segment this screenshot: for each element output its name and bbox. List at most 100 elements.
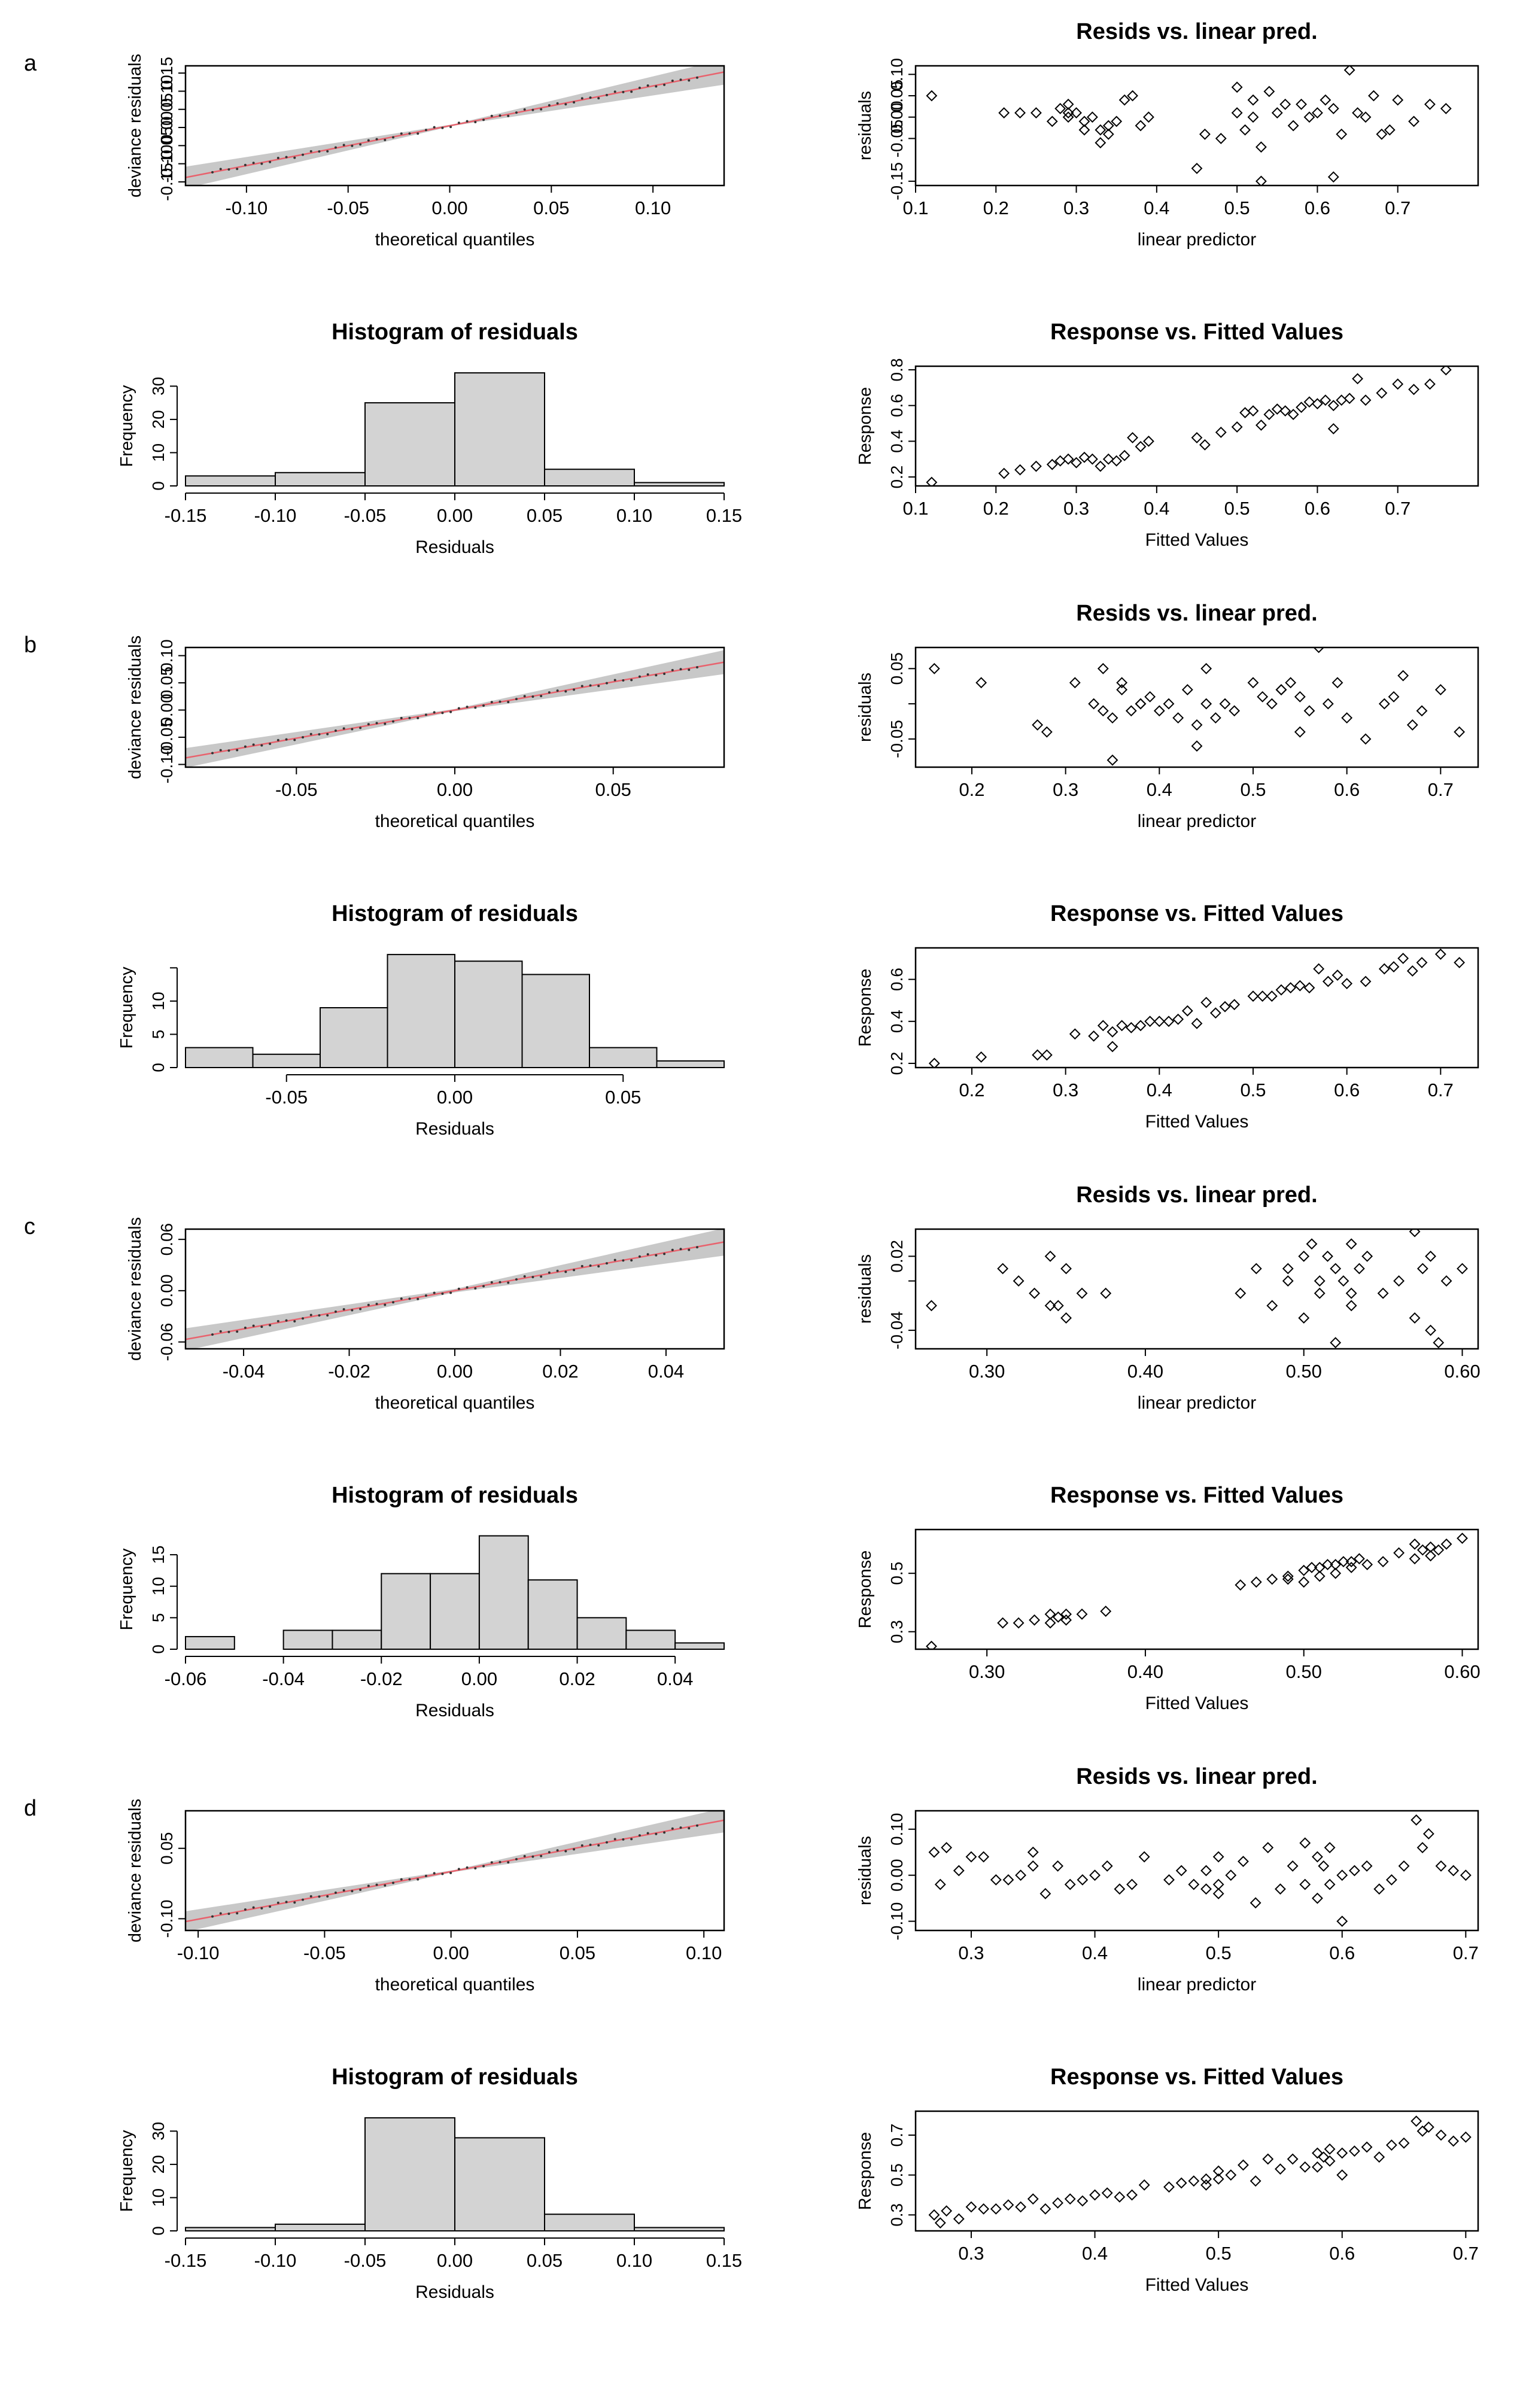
a-resid-point <box>1440 103 1452 114</box>
a-qq-qq-point <box>605 93 608 96</box>
b-resid-point <box>1406 719 1418 731</box>
a-qq-qq-point <box>269 160 272 163</box>
b-resid-point <box>1397 670 1409 682</box>
c-qq-qq-point <box>548 1271 551 1274</box>
d-fit-point <box>941 2205 953 2217</box>
c-qq-qq-point <box>441 1292 444 1295</box>
d-qq-data <box>186 1811 724 1930</box>
c-qq-qq-point <box>392 1301 395 1304</box>
d-resid-point <box>1460 1869 1472 1881</box>
b-hist-bar <box>589 1047 658 1068</box>
c-qq-qq-point <box>252 1324 255 1327</box>
b-qq-y-tick-label: 0.05 <box>157 667 176 700</box>
c-resid-point <box>1044 1300 1056 1312</box>
d-resid-point <box>1138 1851 1150 1863</box>
d-fit-point <box>1077 2195 1089 2207</box>
b-hist-plot: Histogram of residuals -0.05 0.00 0.05 Resid… <box>117 901 725 1139</box>
c-hist-y-tick-label: 5 <box>149 1613 168 1623</box>
b-resid-point <box>1275 684 1287 696</box>
c-resid-x-tick-label: 0.30 <box>969 1361 1005 1382</box>
a-qq-qq-point <box>367 139 370 142</box>
d-qq-qq-point <box>548 1851 551 1854</box>
b-qq-qq-point <box>523 695 526 698</box>
a-qq-qq-point <box>351 144 354 147</box>
a-fit-point <box>1078 451 1090 463</box>
a-qq-y-tick-label: -0.10 <box>157 145 176 183</box>
a-qq-qq-point <box>622 90 625 93</box>
b-qq-qq-point <box>556 689 559 692</box>
a-qq-qq-point <box>655 85 658 88</box>
b-fit-point <box>1229 999 1241 1011</box>
b-resid-point <box>1181 684 1193 696</box>
d-resid-point <box>953 1865 965 1877</box>
d-qq-qq-point <box>474 1867 477 1870</box>
b-fit-point <box>1106 1041 1118 1053</box>
d-resid-plot: Resids vs. linear pred. 0.3 0.4 0.5 0.6 0.7 li… <box>856 1764 1479 1994</box>
c-qq-x-label: theoretical quantiles <box>375 1393 535 1413</box>
b-qq-qq-point <box>540 695 543 698</box>
a-qq-y-tick-label: 0.10 <box>157 75 176 108</box>
c-fit-point <box>1013 1617 1025 1629</box>
a-resid-frame <box>914 65 1479 187</box>
c-resid-point <box>1345 1238 1357 1250</box>
a-resid-point <box>1054 103 1066 114</box>
b-resid-y-label: residuals <box>856 673 875 742</box>
c-resid-point <box>1235 1287 1247 1299</box>
a-fit-point <box>1118 449 1130 461</box>
d-fit-plot: Response vs. Fitted Values 0.3 0.4 0.5 0.6 0.… <box>856 2065 1479 2295</box>
d-qq-qq-point <box>309 1895 312 1898</box>
d-qq-qq-point <box>613 1838 616 1841</box>
d-qq-qq-point <box>457 1868 460 1871</box>
c-qq-qq-point <box>236 1330 239 1333</box>
a-qq-x-tick-label: -0.05 <box>327 197 369 218</box>
a-qq-qq-point <box>457 121 460 124</box>
b-fit-point <box>1219 1001 1231 1013</box>
b-fit-point <box>1181 1005 1193 1017</box>
a-qq-qq-point <box>490 114 493 117</box>
c-qq-qq-point <box>227 1330 230 1333</box>
a-resid-point <box>1352 107 1363 118</box>
b-qq-reference-line <box>186 661 724 759</box>
b-fit-point <box>1041 1049 1053 1061</box>
c-qq-qq-point <box>540 1275 543 1278</box>
d-fit-point <box>1126 2189 1138 2201</box>
a-qq-qq-point <box>408 132 411 135</box>
a-qq-qq-point <box>334 146 337 149</box>
b-qq-qq-point <box>244 745 247 748</box>
c-qq-y-tick-label: -0.06 <box>157 1323 176 1361</box>
a-resid-y-tick-label: -0.05 <box>887 120 906 158</box>
a-resid-point <box>1102 120 1114 132</box>
a-qq-qq-point <box>474 121 477 124</box>
a-fit-point <box>1087 453 1098 465</box>
c-fit-point <box>1052 1611 1064 1623</box>
c-hist-bar <box>674 1642 725 1650</box>
c-resid-point <box>1314 1275 1326 1287</box>
b-qq-x-tick-label: 0.00 <box>437 779 473 800</box>
c-hist-x-tick-label: 0.04 <box>657 1668 693 1689</box>
b-qq-qq-point <box>227 749 230 752</box>
a-qq-qq-point <box>523 108 526 111</box>
c-resid-y-label: residuals <box>856 1254 875 1324</box>
b-fit-x-tick-label: 0.4 <box>1147 1080 1172 1100</box>
d-qq-qq-point <box>580 1844 583 1847</box>
b-hist-x-tick-label: 0.00 <box>437 1087 473 1108</box>
d-qq-qq-point <box>531 1855 534 1858</box>
d-resid-x-tick-label: 0.7 <box>1453 1942 1479 1963</box>
d-hist-x-tick-label: -0.05 <box>344 2250 387 2271</box>
a-resid-x-tick-label: 0.3 <box>1063 197 1089 218</box>
a-fit-point <box>1303 396 1315 408</box>
c-qq-qq-point <box>276 1319 279 1322</box>
a-resid-point <box>1102 128 1114 140</box>
c-hist-bar <box>332 1629 382 1650</box>
a-fit-point <box>1046 458 1058 470</box>
a-hist-x-label: Residuals <box>415 537 494 557</box>
c-fit-frame <box>914 1528 1479 1650</box>
d-qq-qq-point <box>540 1854 543 1857</box>
b-hist-x-tick-label: -0.05 <box>265 1087 308 1108</box>
a-hist-x-tick-label: -0.05 <box>344 505 387 526</box>
c-qq-qq-point <box>326 1314 329 1317</box>
b-fit-point <box>1360 975 1372 987</box>
b-fit-point <box>1191 1017 1203 1029</box>
a-fit-point <box>1376 387 1388 399</box>
